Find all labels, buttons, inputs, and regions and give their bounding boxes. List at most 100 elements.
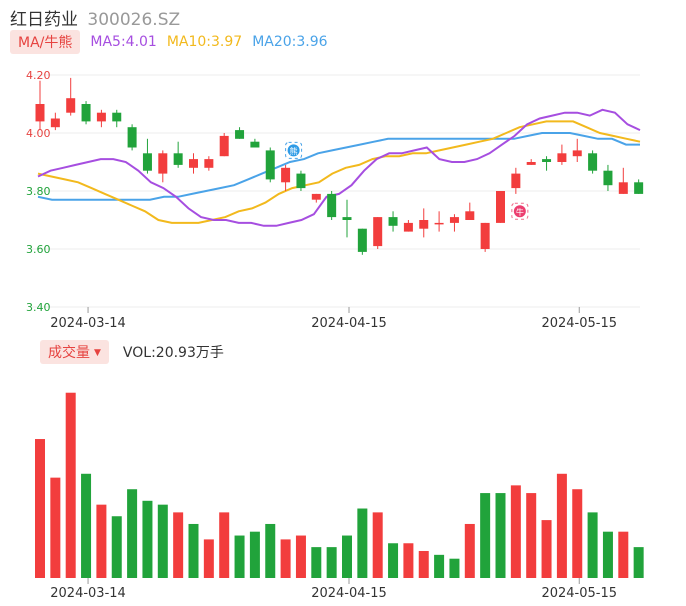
stock-code: 300026.SZ [87, 10, 181, 30]
volume-indicator-dropdown[interactable]: 成交量 ▼ [40, 340, 109, 364]
candle-body [511, 173, 521, 189]
candle-body [81, 104, 91, 122]
candle-body [342, 217, 352, 220]
marker-badge [513, 205, 526, 218]
candle [158, 150, 168, 183]
volume-bar [418, 550, 429, 578]
candle [296, 170, 306, 191]
volume-bar [434, 554, 445, 578]
candle-body [204, 159, 214, 168]
volume-legend: 成交量 ▼ VOL:20.93万手 [40, 340, 224, 364]
candle [327, 191, 337, 220]
candle [219, 133, 229, 157]
candle-body [281, 167, 291, 183]
candle-body [618, 182, 628, 194]
candle [112, 109, 122, 128]
volume-indicator-label: 成交量 [48, 345, 90, 361]
candle [465, 202, 475, 220]
bear-marker-icon: 熊 [285, 141, 303, 159]
date-tick-label: 2024-05-15 [541, 316, 617, 331]
price-date-axis: 2024-03-14 2024-04-15 2024-05-15 [50, 307, 617, 331]
dropdown-arrow-icon: ▼ [94, 348, 101, 358]
ma5-line [37, 108, 641, 227]
stock-name: 红日药业 [10, 10, 78, 30]
price-tick-label: 3.60 [26, 243, 51, 256]
volume-bar [65, 392, 76, 578]
candle [250, 138, 260, 148]
candle [35, 80, 45, 131]
volume-bar [234, 535, 245, 578]
date-tick-label: 2024-04-15 [311, 586, 387, 601]
volume-bar [127, 489, 138, 578]
marker-frame [511, 202, 529, 220]
date-tick-label: 2024-05-15 [541, 586, 617, 601]
volume-bars [35, 392, 644, 578]
price-tick-label: 3.80 [26, 185, 51, 198]
candle-body [311, 193, 321, 200]
volume-value: VOL:20.93万手 [122, 345, 224, 361]
volume-bar [280, 539, 291, 578]
candle [388, 211, 398, 232]
candlesticks [35, 77, 644, 255]
volume-bar [618, 531, 629, 578]
price-axis: 4.20 4.00 3.80 3.60 3.40 [26, 69, 51, 314]
volume-bar [265, 523, 276, 578]
candle-body [572, 150, 582, 157]
candle-body [603, 170, 613, 186]
candle [511, 167, 521, 194]
volume-bar [50, 477, 61, 578]
candle [634, 179, 644, 194]
date-tick-label: 2024-03-14 [50, 586, 126, 601]
volume-bar [81, 473, 92, 578]
volume-bar [311, 547, 322, 578]
marker-text: 熊 [290, 146, 298, 156]
volume-bar [480, 493, 491, 578]
volume-bar [449, 558, 460, 578]
bull-marker-icon: 牛 [511, 202, 529, 220]
candle [542, 156, 552, 171]
candle-body [235, 130, 245, 139]
candle [588, 150, 598, 174]
volume-bar [295, 535, 306, 578]
ma-toggle-button[interactable]: MA/牛熊 [10, 30, 81, 54]
candle-body [449, 217, 459, 223]
volume-date-axis: 2024-03-14 2024-04-15 2024-05-15 [50, 578, 617, 601]
candle-body [480, 222, 490, 249]
volume-bar [35, 439, 45, 578]
moving-average-lines [37, 108, 641, 227]
marker-badge [287, 144, 300, 157]
candle [96, 109, 106, 128]
candle-body [403, 222, 413, 232]
volume-bar [526, 493, 537, 578]
volume-bar [633, 547, 644, 578]
volume-bar [342, 535, 352, 578]
candle [311, 193, 321, 203]
volume-bar [96, 504, 107, 578]
candle-body [434, 222, 444, 225]
candle [342, 199, 352, 238]
price-tick-label: 3.40 [26, 301, 51, 314]
volume-bar [111, 516, 122, 578]
volume-bar [249, 531, 260, 578]
candle [66, 77, 76, 116]
marker-text: 牛 [516, 207, 524, 217]
candle-body [588, 153, 598, 171]
volume-bar [572, 489, 583, 578]
volume-bar [403, 543, 414, 578]
volume-bar [388, 543, 399, 578]
signal-markers: 熊牛 [285, 141, 529, 220]
candle-body [526, 162, 536, 165]
candle-body [50, 118, 60, 128]
candle-body [219, 135, 229, 157]
candle [419, 208, 429, 238]
candle-body [465, 211, 475, 220]
candle [81, 101, 91, 125]
candle [403, 220, 413, 232]
candle [142, 138, 152, 174]
candle [526, 159, 536, 165]
candle [557, 144, 567, 165]
candle-body [173, 153, 183, 165]
volume-bar [510, 485, 521, 578]
candle-body [542, 159, 552, 162]
candle-body [112, 112, 122, 122]
